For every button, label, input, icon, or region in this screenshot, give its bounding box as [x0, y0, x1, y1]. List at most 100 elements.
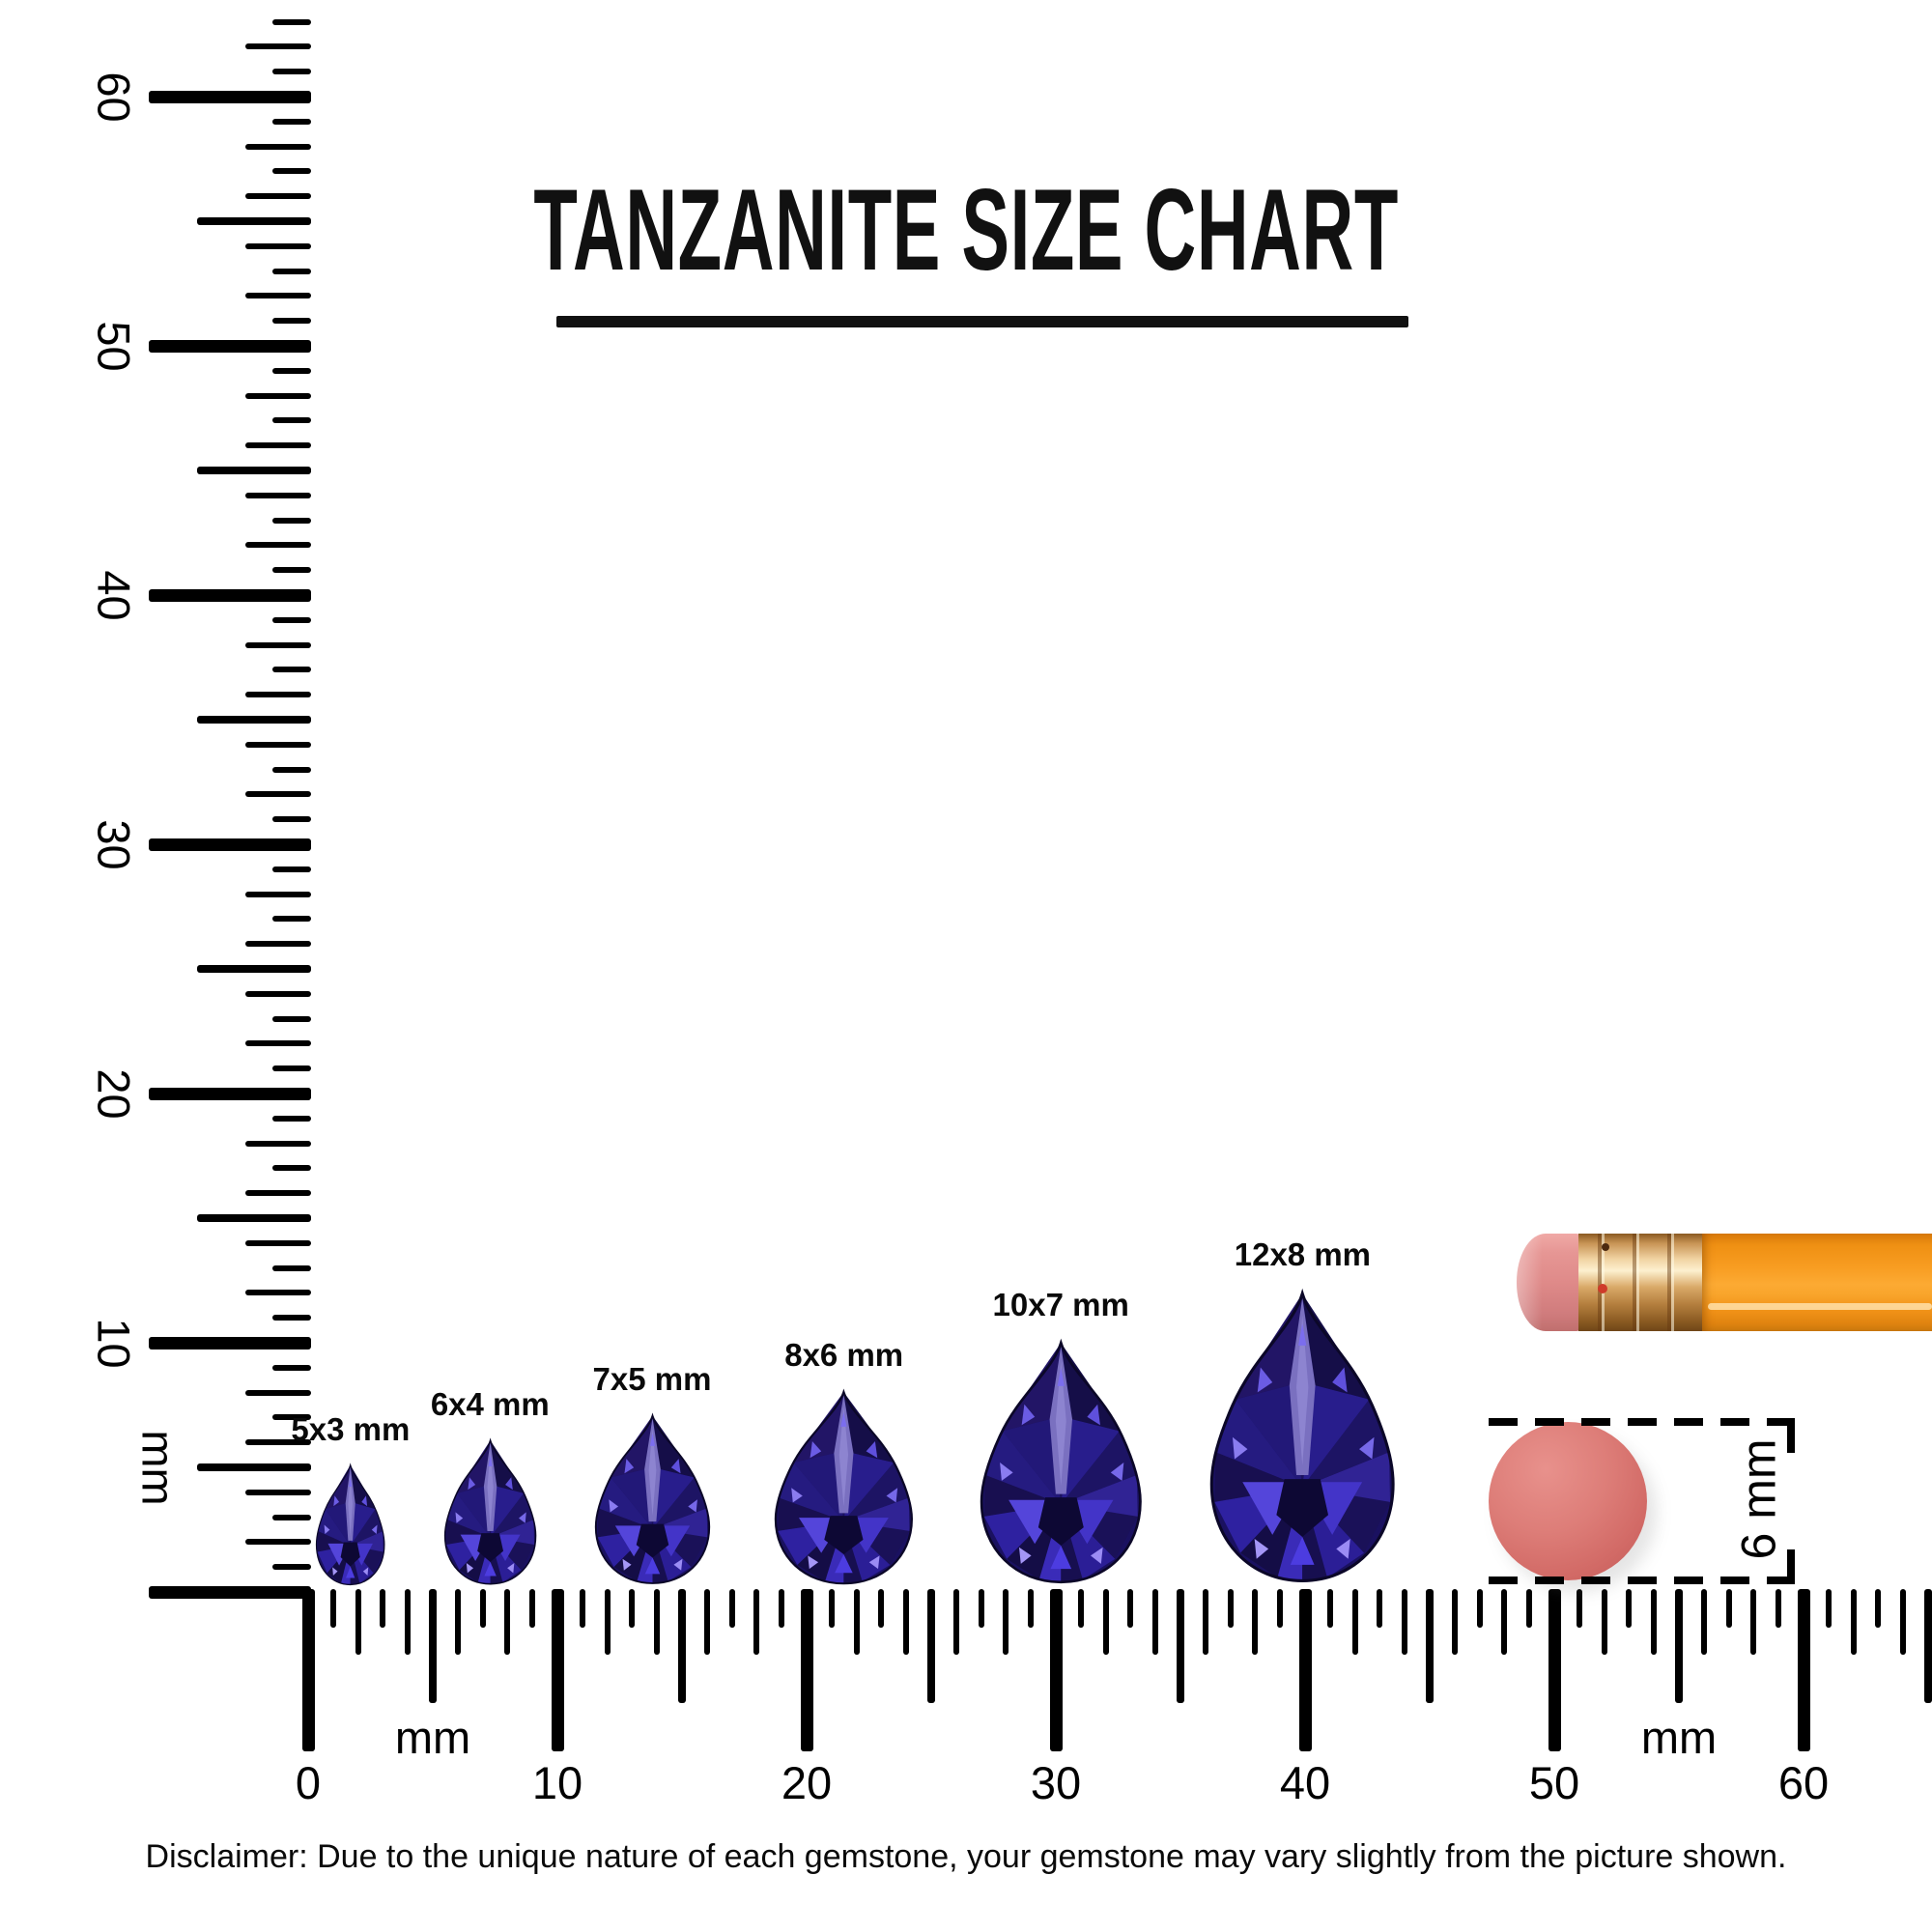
- ruler-tick: [329, 1589, 336, 1628]
- gem-size-label: 6x4 mm: [430, 1386, 550, 1423]
- vertical-ruler-number-box: 60: [56, 39, 172, 155]
- ruler-tick: [479, 1589, 486, 1628]
- eraser-measure-label: 6 mm: [1731, 1438, 1785, 1560]
- pencil-body: [1702, 1234, 1932, 1331]
- gem-10x7mm: [980, 1341, 1142, 1584]
- ruler-tick: [1548, 1589, 1561, 1751]
- ruler-tick: [380, 1589, 386, 1628]
- ruler-tick: [800, 1589, 813, 1751]
- ruler-tick: [1202, 1589, 1208, 1655]
- ruler-tick: [272, 69, 311, 75]
- eraser-measure-label-box: 6 mm: [1695, 1436, 1821, 1562]
- ruler-tick: [1626, 1589, 1633, 1628]
- ruler-tick: [245, 143, 311, 150]
- gem-size-label: 5x3 mm: [291, 1411, 411, 1447]
- ruler-tick: [853, 1589, 860, 1655]
- ruler-tick: [272, 866, 311, 872]
- ruler-tick: [245, 791, 311, 798]
- vertical-ruler-number: 60: [88, 71, 140, 123]
- ruler-tick: [272, 1514, 311, 1520]
- ruler-tick: [149, 1336, 311, 1350]
- ruler-tick: [272, 916, 311, 923]
- ruler-tick: [272, 567, 311, 574]
- ruler-tick: [245, 442, 311, 449]
- ruler-tick: [245, 492, 311, 498]
- ruler-tick: [272, 1414, 311, 1421]
- ruler-tick: [1049, 1589, 1063, 1751]
- horizontal-ruler-unit-label-left: mm: [394, 1711, 471, 1763]
- horizontal-ruler-number: 30: [1030, 1757, 1082, 1808]
- ruler-tick: [301, 1589, 315, 1751]
- ruler-tick: [1651, 1589, 1658, 1655]
- ruler-tick: [1298, 1589, 1312, 1751]
- pear-gem-shape: [316, 1463, 385, 1586]
- ruler-tick: [678, 1589, 686, 1703]
- ruler-tick: [197, 716, 311, 724]
- ruler-tick: [272, 168, 311, 175]
- pear-gem-shape: [594, 1415, 710, 1585]
- ruler-tick: [1402, 1589, 1408, 1655]
- ruler-tick: [197, 467, 311, 474]
- ruler-tick: [149, 90, 311, 103]
- ruler-tick: [1127, 1589, 1134, 1628]
- ruler-tick: [604, 1589, 611, 1655]
- ruler-tick: [828, 1589, 835, 1628]
- ruler-tick: [1351, 1589, 1358, 1655]
- ruler-tick: [1750, 1589, 1757, 1655]
- ruler-tick: [1177, 1589, 1184, 1703]
- vertical-ruler-number-box: 50: [56, 288, 172, 404]
- ruler-tick: [245, 1239, 311, 1246]
- ruler-tick: [1227, 1589, 1234, 1628]
- measure-dash-bottom: [1489, 1577, 1795, 1584]
- pencil-eraser-tip: [1517, 1234, 1580, 1331]
- ruler-tick: [149, 838, 311, 851]
- ruler-tick: [1077, 1589, 1084, 1628]
- ruler-tick: [1825, 1589, 1832, 1628]
- vertical-ruler-number-box: 10: [56, 1285, 172, 1401]
- ruler-tick: [579, 1589, 585, 1628]
- ruler-tick: [245, 1290, 311, 1296]
- ruler-tick: [272, 766, 311, 773]
- horizontal-ruler-unit-label-right: mm: [1640, 1711, 1718, 1763]
- ruler-tick: [149, 339, 311, 353]
- ruler-tick: [1797, 1589, 1810, 1751]
- ruler-tick: [272, 18, 311, 25]
- ruler-tick: [1003, 1589, 1009, 1655]
- ruler-tick: [245, 1489, 311, 1495]
- ruler-tick: [245, 242, 311, 249]
- ruler-tick: [272, 1315, 311, 1321]
- disclaimer-text: Disclaimer: Due to the unique nature of …: [145, 1838, 1787, 1875]
- ruler-tick: [1900, 1589, 1907, 1655]
- ruler-tick: [1277, 1589, 1284, 1628]
- measure-dash-end-top: [1787, 1418, 1795, 1453]
- ruler-tick: [1028, 1589, 1035, 1628]
- ruler-tick: [245, 941, 311, 948]
- ruler-tick: [1152, 1589, 1159, 1655]
- page-title-wrap: TANZANITE SIZE CHART: [0, 172, 1932, 288]
- ruler-tick: [1451, 1589, 1458, 1655]
- ruler-tick: [272, 1364, 311, 1371]
- measure-dash-end-bottom: [1787, 1549, 1795, 1584]
- ruler-tick: [551, 1589, 564, 1751]
- ruler-tick: [245, 1539, 311, 1546]
- horizontal-ruler-number: 10: [531, 1757, 583, 1808]
- gem-12x8mm: [1209, 1293, 1395, 1583]
- pear-gem-shape: [775, 1390, 914, 1585]
- ruler-tick: [504, 1589, 511, 1655]
- ruler-tick: [245, 293, 311, 299]
- ruler-tick: [1700, 1589, 1707, 1655]
- ruler-tick: [429, 1589, 437, 1703]
- ruler-tick: [272, 1015, 311, 1022]
- vertical-ruler-number-box: 30: [56, 786, 172, 902]
- ruler-tick: [454, 1589, 461, 1655]
- ruler-tick: [272, 268, 311, 274]
- ruler-tick: [197, 1463, 311, 1471]
- ruler-tick: [272, 1065, 311, 1072]
- ruler-tick: [272, 667, 311, 673]
- ruler-tick: [629, 1589, 636, 1628]
- ruler-tick: [703, 1589, 710, 1655]
- ruler-tick: [753, 1589, 760, 1655]
- vertical-ruler-number: 30: [88, 818, 140, 870]
- horizontal-ruler-number: 20: [781, 1757, 833, 1808]
- ruler-tick: [728, 1589, 735, 1628]
